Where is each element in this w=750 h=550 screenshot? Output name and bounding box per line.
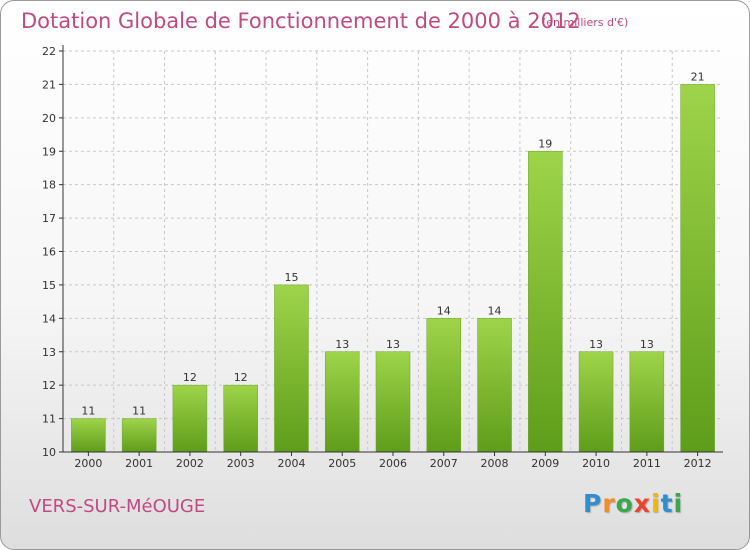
data-label: 21 [691,70,705,83]
chart-subtitle: (en milliers d'€) [542,16,629,29]
bar [578,351,614,453]
x-tick-label: 2004 [277,457,305,470]
x-tick-label: 2002 [176,457,204,470]
y-tick-label: 16 [42,246,56,259]
y-tick-label: 17 [42,212,56,225]
x-tick-label: 2007 [430,457,458,470]
bars: 11 11 12 12 15 13 13 14 14 19 13 13 21 [71,70,715,453]
x-tick-label: 2003 [227,457,255,470]
bar [274,284,309,453]
y-tick-label: 19 [42,145,56,158]
y-tick-label: 10 [42,446,56,459]
bar [324,351,360,453]
y-tick-label: 14 [42,312,56,325]
data-label: 15 [284,271,298,284]
x-tick-label: 2000 [74,457,102,470]
logo-letter: r [602,489,616,518]
bar [121,418,157,453]
data-label: 13 [589,338,603,351]
y-tick-label: 18 [42,179,56,192]
data-label: 14 [437,304,451,317]
y-tick-label: 11 [42,413,56,426]
x-tick-label: 2011 [633,457,661,470]
x-tick-label: 2010 [582,457,610,470]
y-tick-label: 21 [42,78,56,91]
x-tick-label: 2005 [328,457,356,470]
data-label: 12 [183,371,197,384]
bar [71,418,106,453]
x-tick-label: 2008 [481,457,509,470]
y-tick-label: 15 [42,279,56,292]
x-tick-label: 2001 [125,457,153,470]
logo-letter: o [615,489,634,518]
bar [375,351,411,453]
logo-letter: P [583,489,603,518]
bar [528,151,563,453]
data-label: 14 [488,304,502,317]
x-tick-label: 2009 [531,457,559,470]
bar [680,84,715,453]
logo-letter: i [673,489,684,518]
bar [629,351,665,453]
logo-letter: i [651,489,661,518]
x-tick-label: 2012 [684,457,712,470]
chart-title: Dotation Globale de Fonctionnement de 20… [21,9,581,33]
bar [172,384,208,453]
bar [426,318,462,453]
axes: 10 11 12 13 14 15 16 17 18 19 20 21 22 2000 2001 2002 20… [42,45,723,470]
data-label: 11 [132,405,146,418]
y-tick-label: 13 [42,346,56,359]
y-tick-label: 12 [42,379,56,392]
data-label: 11 [81,405,95,418]
data-label: 19 [538,137,552,150]
commune-name: VERS-SUR-MéOUGE [29,496,206,517]
bar [477,318,512,453]
x-tick-label: 2006 [379,457,407,470]
logo-letter: x [633,489,651,518]
y-tick-label: 20 [42,112,56,125]
bar [223,384,258,453]
data-label: 13 [335,338,349,351]
y-tick-label: 22 [42,45,56,58]
logo-letter: t [660,489,674,518]
proxiti-logo: Proxiti [583,489,683,518]
data-label: 13 [386,338,400,351]
data-label: 13 [640,338,654,351]
data-label: 12 [234,371,248,384]
